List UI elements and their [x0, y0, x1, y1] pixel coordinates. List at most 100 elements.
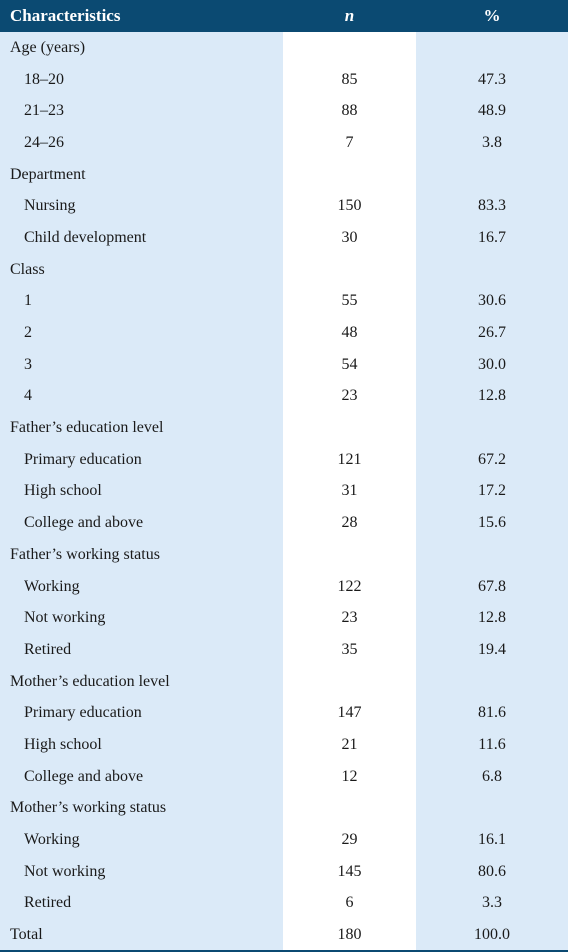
row-n-value [283, 253, 416, 286]
row-label: Working [0, 824, 283, 856]
row-label: Father’s education level [0, 412, 283, 444]
table-row: High school 21 11.6 [0, 729, 568, 761]
row-label: 1 [0, 285, 283, 318]
row-label: Total [0, 919, 283, 952]
row-label: Not working [0, 855, 283, 888]
row-n-value: 121 [283, 443, 416, 476]
row-n-value: 88 [283, 95, 416, 128]
row-label: Mother’s education level [0, 665, 283, 698]
table-row: 21–23 88 48.9 [0, 95, 568, 128]
row-label: Retired [0, 634, 283, 666]
table-row: Working 29 16.1 [0, 824, 568, 856]
row-n-value: 28 [283, 507, 416, 539]
row-n-value: 48 [283, 317, 416, 349]
row-n-value: 150 [283, 190, 416, 223]
row-n-value [283, 665, 416, 698]
group-row: Class [0, 253, 568, 286]
row-n-value: 85 [283, 63, 416, 96]
row-label: College and above [0, 507, 283, 539]
row-label: College and above [0, 760, 283, 793]
row-percent-value [416, 158, 568, 191]
row-percent-value: 11.6 [416, 729, 568, 761]
row-label: Department [0, 158, 283, 191]
table-row: Nursing 150 83.3 [0, 190, 568, 223]
row-percent-value: 26.7 [416, 317, 568, 349]
row-label: Mother’s working status [0, 792, 283, 825]
row-n-value: 29 [283, 824, 416, 856]
row-percent-value [416, 32, 568, 64]
row-n-value: 147 [283, 697, 416, 730]
row-percent-value [416, 412, 568, 444]
table-row: Not working 145 80.6 [0, 855, 568, 888]
table-row: College and above 28 15.6 [0, 507, 568, 539]
table-row: Retired 6 3.3 [0, 887, 568, 920]
row-n-value: 145 [283, 855, 416, 888]
table-row: 4 23 12.8 [0, 380, 568, 413]
group-row: Age (years) [0, 32, 568, 64]
row-percent-value: 15.6 [416, 507, 568, 539]
row-label: 4 [0, 380, 283, 413]
header-percent: % [483, 6, 501, 25]
row-percent-value: 12.8 [416, 602, 568, 635]
table-row: College and above 12 6.8 [0, 760, 568, 793]
row-label: 18–20 [0, 63, 283, 96]
row-n-value: 12 [283, 760, 416, 793]
group-row: Mother’s working status [0, 792, 568, 825]
row-label: 21–23 [0, 95, 283, 128]
row-percent-value: 83.3 [416, 190, 568, 223]
row-label: Age (years) [0, 32, 283, 64]
row-percent-value: 67.8 [416, 570, 568, 603]
row-percent-value: 80.6 [416, 855, 568, 888]
row-n-value: 180 [283, 919, 416, 952]
row-label: High school [0, 729, 283, 761]
row-label: 24–26 [0, 127, 283, 159]
row-n-value: 122 [283, 570, 416, 603]
row-percent-value: 30.0 [416, 348, 568, 381]
row-n-value: 35 [283, 634, 416, 666]
row-percent-value: 6.8 [416, 760, 568, 793]
row-n-value: 55 [283, 285, 416, 318]
row-percent-value [416, 792, 568, 825]
row-n-value: 7 [283, 127, 416, 159]
group-row: Father’s education level [0, 412, 568, 444]
row-percent-value: 17.2 [416, 475, 568, 508]
row-label: 3 [0, 348, 283, 381]
row-label: Class [0, 253, 283, 286]
row-label: Retired [0, 887, 283, 920]
row-n-value [283, 539, 416, 571]
total-row: Total 180 100.0 [0, 919, 568, 952]
row-n-value: 23 [283, 380, 416, 413]
table-row: High school 31 17.2 [0, 475, 568, 508]
row-percent-value: 48.9 [416, 95, 568, 128]
row-label: Primary education [0, 443, 283, 476]
table-row: Working 122 67.8 [0, 570, 568, 603]
table-body: Age (years) 18–20 85 47.3 21–23 88 48.9 24–26 7 3… [0, 32, 568, 952]
row-percent-value: 16.1 [416, 824, 568, 856]
row-percent-value: 67.2 [416, 443, 568, 476]
row-percent-value: 100.0 [416, 919, 568, 952]
row-n-value: 21 [283, 729, 416, 761]
row-n-value: 30 [283, 222, 416, 254]
row-n-value [283, 32, 416, 64]
row-percent-value: 16.7 [416, 222, 568, 254]
table-row: 24–26 7 3.8 [0, 127, 568, 159]
row-percent-value: 3.8 [416, 127, 568, 159]
row-label: 2 [0, 317, 283, 349]
table-row: 2 48 26.7 [0, 317, 568, 349]
row-n-value: 6 [283, 887, 416, 920]
table-row: Primary education 121 67.2 [0, 443, 568, 476]
table-header: Characteristics n % [0, 0, 568, 32]
table-row: 1 55 30.6 [0, 285, 568, 318]
row-percent-value [416, 253, 568, 286]
row-percent-value [416, 539, 568, 571]
group-row: Department [0, 158, 568, 191]
row-percent-value [416, 665, 568, 698]
row-percent-value: 3.3 [416, 887, 568, 920]
table-row: Primary education 147 81.6 [0, 697, 568, 730]
row-n-value [283, 792, 416, 825]
header-row: Characteristics n % [0, 0, 568, 32]
row-percent-value: 12.8 [416, 380, 568, 413]
row-label: Working [0, 570, 283, 603]
row-label: Father’s working status [0, 539, 283, 571]
